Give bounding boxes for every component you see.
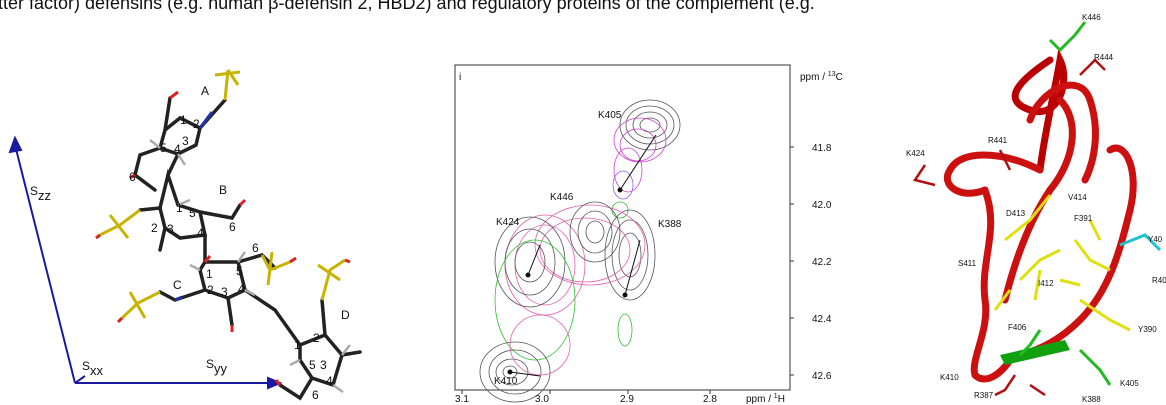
y-tick-label: 42.4 <box>812 314 832 325</box>
peak-label: K446 <box>550 192 574 203</box>
atom-number: 6 <box>312 388 319 402</box>
panel-mark: i <box>459 72 461 83</box>
spectrum-panel: i K405 K446 K424 K388 K410 <box>455 65 843 405</box>
residue-label: D413 <box>1006 209 1026 218</box>
y-axis-label: ppm / 13C <box>800 71 843 83</box>
unit: ppm / <box>800 72 828 83</box>
atom-number: 3 <box>320 358 327 372</box>
residue-label: R40 <box>1152 276 1166 285</box>
y-tick-label: 41.8 <box>812 143 832 154</box>
peak-label: K410 <box>494 376 518 387</box>
residue-label: S411 <box>958 259 977 268</box>
peak-label: K405 <box>598 110 622 121</box>
bonds <box>160 255 300 345</box>
y-tick-label: 42.6 <box>812 371 832 382</box>
axis-subscript: xx <box>90 363 104 378</box>
atom-number: 1 <box>294 338 301 352</box>
atom-number: 5 <box>236 264 243 278</box>
residue-label: F391 <box>1074 214 1093 223</box>
axis-label: Szz <box>30 184 51 203</box>
residue-label: R444 <box>1094 53 1114 62</box>
atom-number: 2 <box>207 283 214 297</box>
axis-subscript: zz <box>38 188 51 203</box>
residue-label: F406 <box>1008 323 1027 332</box>
isotope-mass: 13 <box>828 71 836 78</box>
caption-fragment: tter factor) defensins (e.g. human β-def… <box>0 0 815 13</box>
axis-subscript: yy <box>214 361 228 376</box>
x-tick-label: 2.9 <box>620 394 634 405</box>
y-tick-label: 42.2 <box>812 257 832 268</box>
ring-label: A <box>201 84 209 98</box>
x-axis-label: ppm / 1H <box>746 393 785 405</box>
atom-number: 4 <box>238 282 245 296</box>
axis-zz <box>15 145 75 383</box>
molecule-panel: A B C D 1 2 3 4 5 6 1 2 3 4 5 6 1 2 3 4 … <box>10 70 360 402</box>
x-tick-label: 3.1 <box>455 394 469 405</box>
atom-number: 6 <box>229 220 236 234</box>
x-tick-label: 2.8 <box>703 394 717 405</box>
isotope: C <box>836 72 843 83</box>
axis-label: Syy <box>206 357 228 376</box>
axis-symbol: S <box>206 357 214 371</box>
axis-symbol: S <box>82 359 90 373</box>
atom-number: 4 <box>174 142 181 156</box>
atom-number: 2 <box>193 117 200 131</box>
strand <box>1000 340 1070 365</box>
residue-label: Y390 <box>1138 325 1157 334</box>
page: tter factor) defensins (e.g. human β-def… <box>0 0 1166 405</box>
atom-number: 5 <box>309 358 316 372</box>
peak-label: K388 <box>658 219 682 230</box>
atom-number: 6 <box>129 170 136 184</box>
atom-number: 1 <box>176 201 183 215</box>
axis-xx <box>75 376 85 383</box>
arrow-head <box>10 138 21 152</box>
atom-number: 1 <box>180 113 187 127</box>
ring-label: C <box>173 278 182 292</box>
side-chains-arg <box>915 60 1105 395</box>
atom-number: 1 <box>206 267 213 281</box>
x-tick-label: 3.0 <box>535 394 549 405</box>
atom-number: 4 <box>197 226 204 240</box>
unit: ppm / <box>746 394 774 405</box>
atom-number: 2 <box>313 331 320 345</box>
atom-number: 2 <box>151 221 158 235</box>
atom-number: 6 <box>252 241 259 255</box>
axis-label: Sxx <box>82 359 104 378</box>
isotope: H <box>778 394 785 405</box>
figure: tter factor) defensins (e.g. human β-def… <box>0 0 1166 405</box>
y-tick-label: 42.0 <box>812 200 832 211</box>
ring-label: D <box>341 308 350 322</box>
residue-label: I412 <box>1038 279 1054 288</box>
ring-label: B <box>219 183 227 197</box>
y-ticks <box>790 147 794 375</box>
atom-number: 3 <box>182 134 189 148</box>
atom-number: 3 <box>221 285 228 299</box>
atom-number: 3 <box>167 222 174 236</box>
peak-label: K424 <box>496 217 520 228</box>
atom-number: 5 <box>189 206 196 220</box>
residue-label: R441 <box>988 136 1008 145</box>
atom-number: 5 <box>160 141 167 155</box>
residue-label: K405 <box>1120 379 1139 388</box>
skeleton <box>135 98 360 398</box>
x-ticks <box>462 390 710 394</box>
axis-symbol: S <box>30 184 38 198</box>
residue-label: Y40 <box>1148 235 1163 244</box>
residue-label: R387 <box>974 391 994 400</box>
residue-label: K410 <box>940 373 959 382</box>
atom-number: 4 <box>326 374 333 388</box>
residue-label: V414 <box>1068 193 1087 202</box>
contours <box>480 100 680 402</box>
residue-label: K446 <box>1082 13 1101 22</box>
structure-panel: K446 R444 R441 K424 V414 D413 F391 Y40 S… <box>906 13 1166 404</box>
residue-label: K424 <box>906 149 925 158</box>
residue-label: K388 <box>1082 395 1101 404</box>
shift-arrows <box>508 135 656 376</box>
